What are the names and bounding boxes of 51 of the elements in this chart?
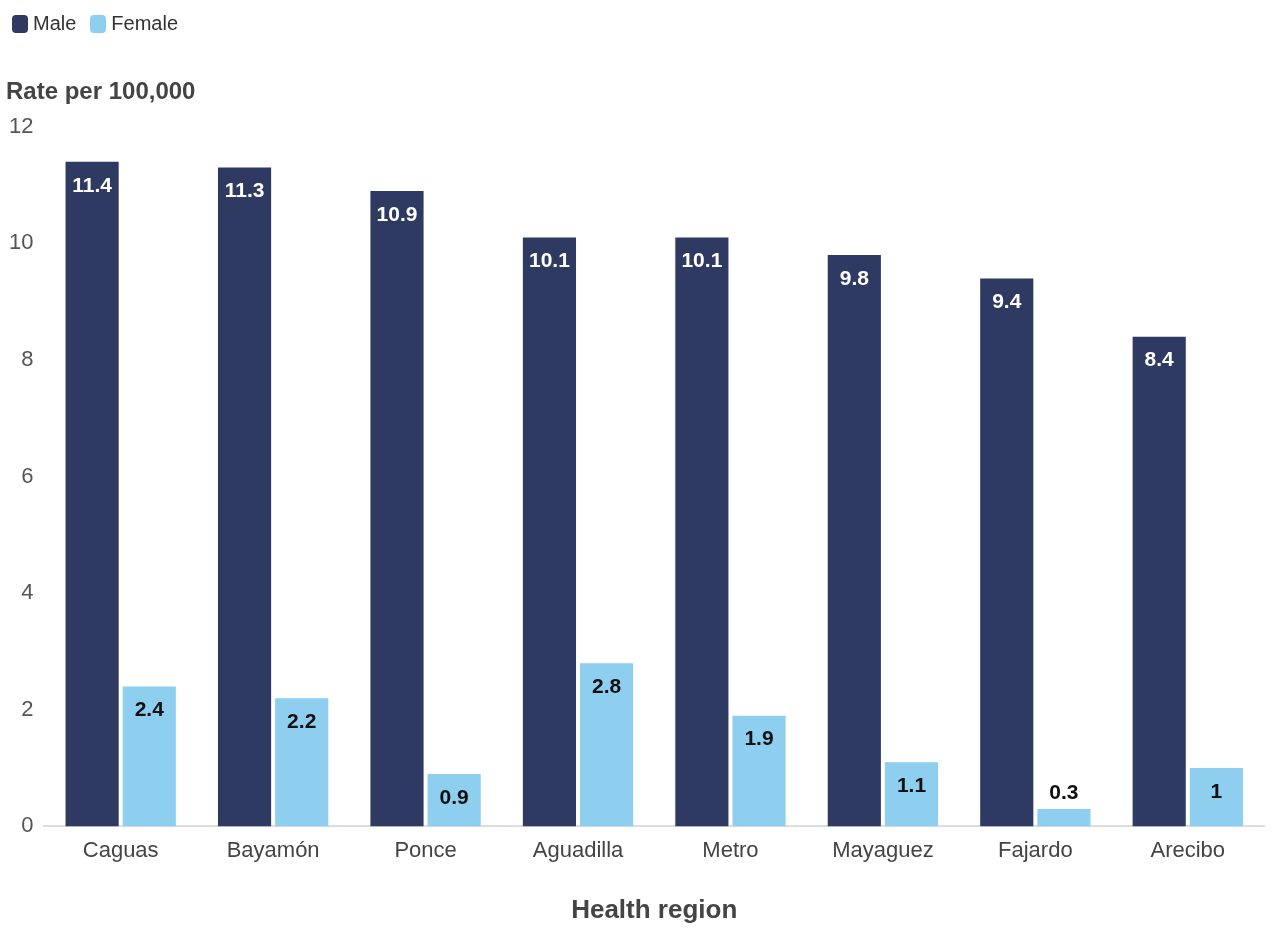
- data-label: 1: [1210, 778, 1223, 802]
- bar: [370, 190, 424, 827]
- y-tick-label: 6: [21, 462, 34, 488]
- bar: [122, 686, 176, 827]
- y-tick-label: 8: [21, 346, 34, 372]
- data-label: 0.9: [439, 784, 469, 808]
- bar: [65, 161, 119, 827]
- data-label: 11.4: [72, 172, 113, 196]
- y-tick-label: 0: [21, 812, 34, 838]
- data-label: 2.2: [287, 708, 317, 732]
- bar: [1132, 336, 1186, 827]
- bar: [1189, 768, 1243, 827]
- data-label: 9.4: [992, 289, 1022, 313]
- y-tick-label: 12: [8, 112, 34, 138]
- data-label: 11.3: [224, 178, 265, 202]
- data-label: 10.9: [376, 201, 418, 225]
- bar: [580, 663, 634, 827]
- bar: [217, 167, 272, 827]
- data-label: 1.1: [896, 773, 927, 797]
- data-label: 2.8: [592, 673, 622, 697]
- data-label: 10.1: [681, 248, 723, 272]
- x-tick-label: Mayaguez: [832, 836, 934, 862]
- y-tick-label: 2: [21, 695, 34, 721]
- bar: [522, 237, 577, 827]
- legend-label: Male: [33, 12, 77, 35]
- x-tick-label: Caguas: [82, 836, 159, 862]
- x-tick-label: Bayamón: [226, 836, 320, 862]
- data-label: 9.8: [839, 265, 870, 289]
- x-tick-label: Fajardo: [998, 836, 1073, 862]
- data-label: 8.4: [1144, 347, 1175, 371]
- bar: [732, 715, 786, 827]
- bar: [427, 773, 481, 827]
- bar: [675, 237, 729, 827]
- x-tick-label: Metro: [702, 836, 759, 862]
- data-label: 2.4: [134, 697, 165, 721]
- y-tick-label: 10: [8, 229, 34, 255]
- bar: [275, 698, 329, 827]
- x-tick-label: Ponce: [394, 836, 457, 862]
- y-tick-label: 4: [21, 579, 34, 605]
- bar: [827, 255, 881, 827]
- x-axis-title: Health region: [571, 893, 738, 924]
- data-label: 1.9: [744, 726, 774, 750]
- x-tick-label: Aguadilla: [532, 836, 625, 862]
- bar: [1037, 808, 1091, 827]
- y-axis-title: Rate per 100,000: [6, 77, 196, 105]
- data-label: 0.3: [1049, 779, 1079, 803]
- bar: [884, 762, 939, 827]
- bar: [980, 278, 1034, 827]
- data-label: 10.1: [528, 248, 571, 272]
- x-tick-label: Arecibo: [1150, 836, 1226, 862]
- legend-label: Female: [111, 12, 179, 35]
